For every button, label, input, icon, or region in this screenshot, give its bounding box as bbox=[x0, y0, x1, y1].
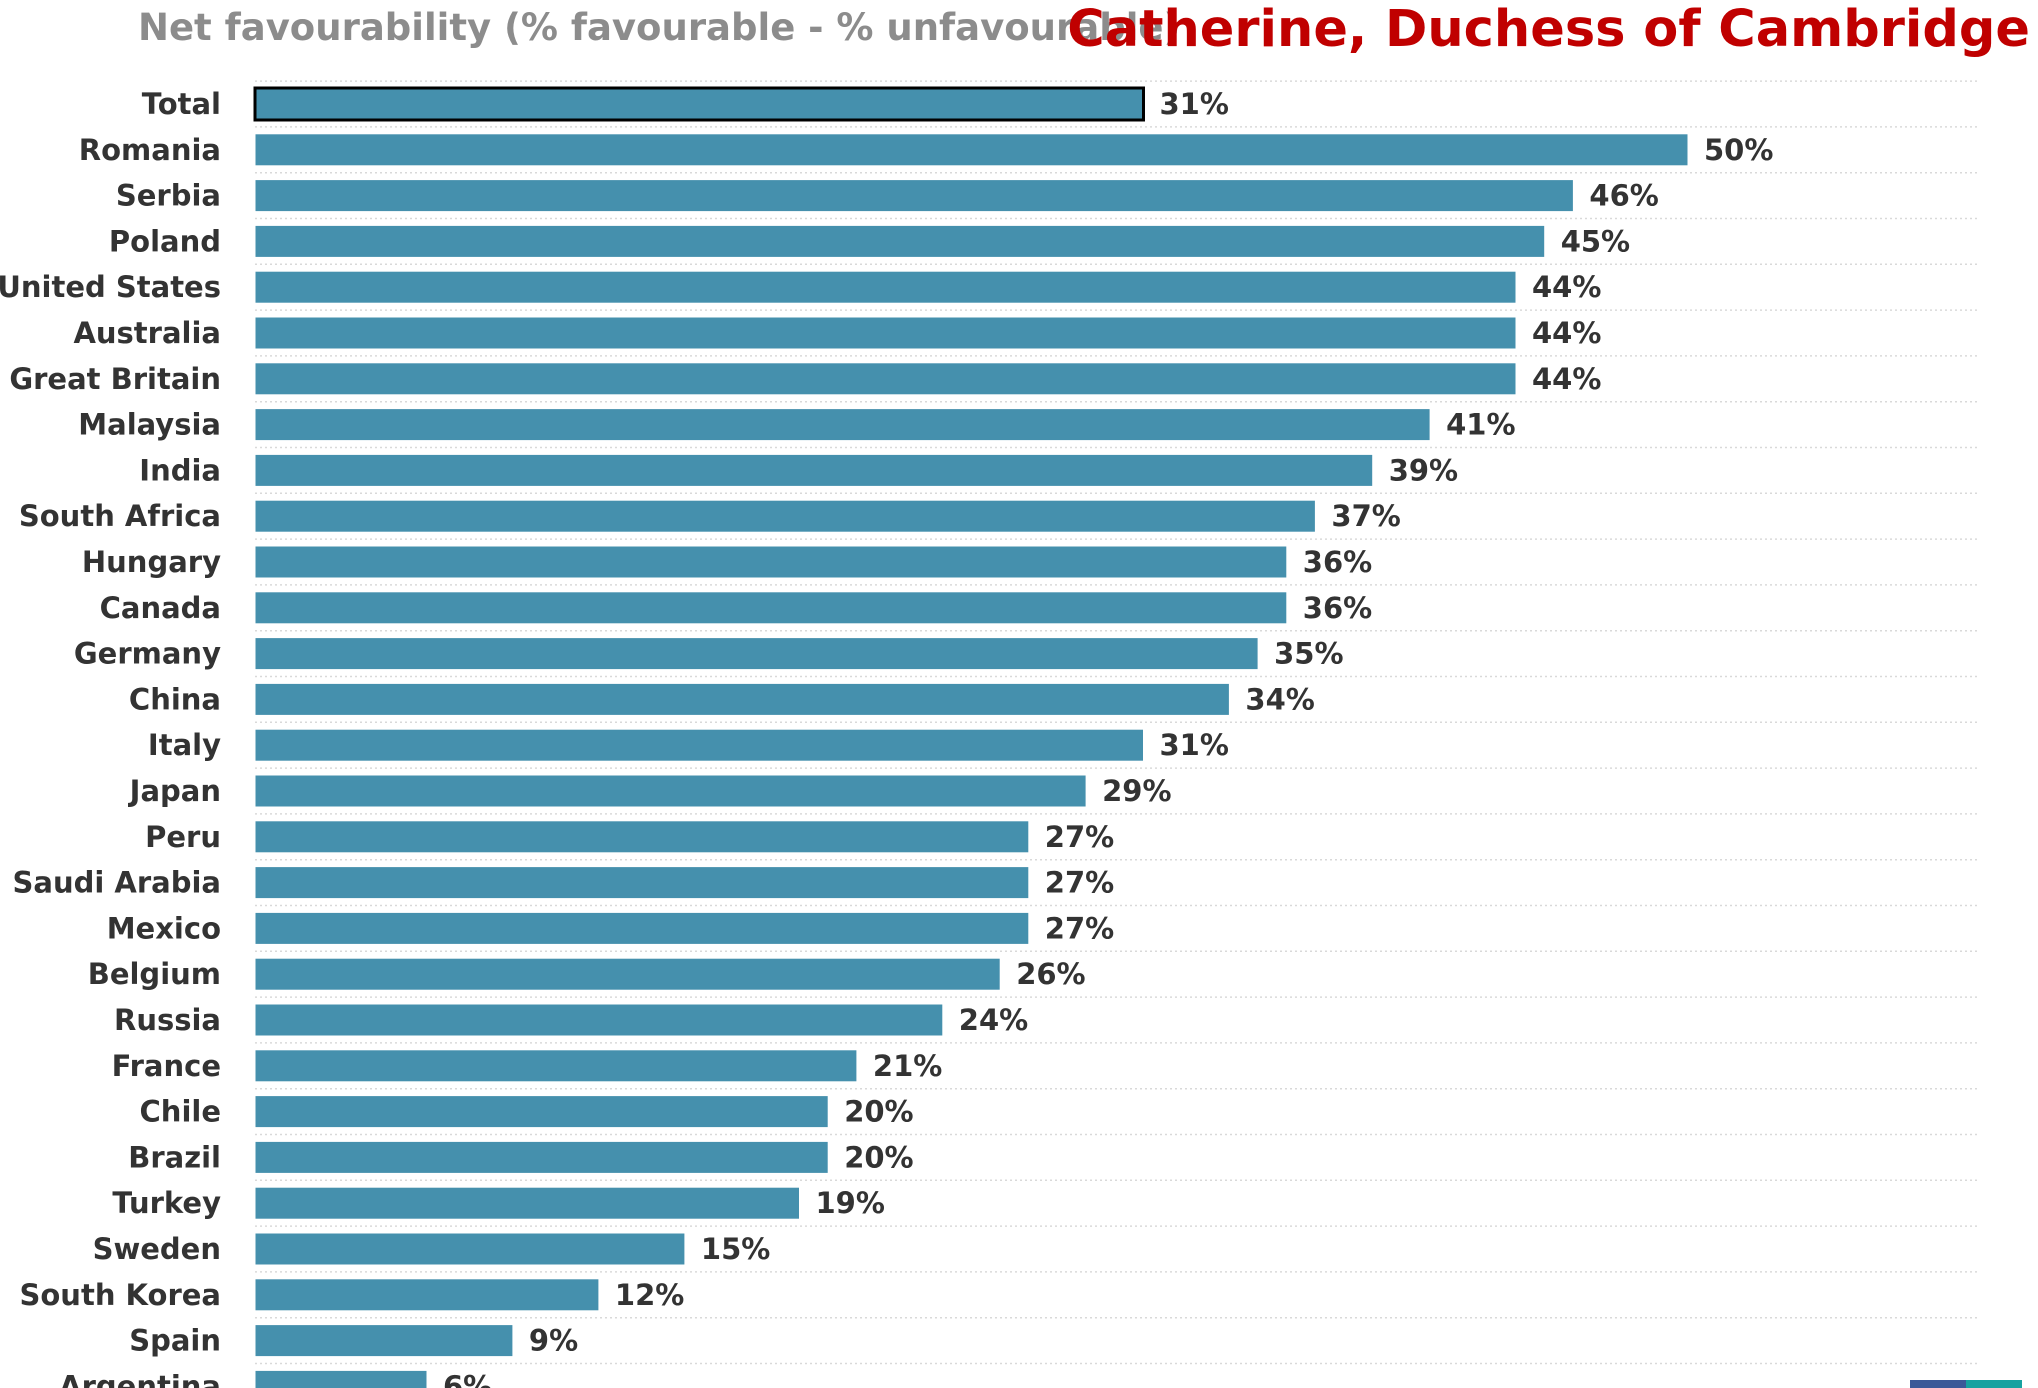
bar-total bbox=[253, 86, 1145, 122]
category-label: Japan bbox=[128, 774, 221, 808]
bar-belgium bbox=[254, 957, 1001, 991]
bar-serbia bbox=[254, 179, 1574, 213]
data-label: 15% bbox=[701, 1232, 770, 1266]
bar-saudi-arabia bbox=[254, 866, 1030, 900]
bar-turkey bbox=[254, 1186, 800, 1220]
data-label: 26% bbox=[1016, 957, 1085, 991]
category-label: Chile bbox=[140, 1095, 221, 1129]
category-label: Malaysia bbox=[78, 408, 221, 442]
chart-subtitle: Catherine, Duchess of Cambridge bbox=[1067, 0, 2030, 59]
category-label: Germany bbox=[74, 637, 221, 671]
bar-germany bbox=[254, 637, 1259, 671]
data-label: 29% bbox=[1102, 774, 1171, 808]
bar-france bbox=[254, 1049, 858, 1083]
category-label: India bbox=[139, 453, 221, 487]
bar-italy bbox=[254, 728, 1144, 762]
bar-chile bbox=[254, 1095, 829, 1129]
chart-title: Net favourability (% favourable - % unfa… bbox=[138, 6, 1181, 49]
category-label: Mexico bbox=[107, 911, 221, 945]
data-label: 31% bbox=[1160, 728, 1229, 762]
bar-romania bbox=[254, 133, 1689, 167]
data-label: 9% bbox=[529, 1324, 578, 1358]
data-label: 39% bbox=[1389, 453, 1458, 487]
bar-japan bbox=[254, 774, 1087, 808]
data-label: 46% bbox=[1589, 179, 1658, 213]
corner-decoration bbox=[1910, 1380, 1966, 1388]
bar-russia bbox=[254, 1003, 944, 1037]
category-label: Spain bbox=[129, 1324, 221, 1358]
category-label: France bbox=[112, 1049, 221, 1083]
category-label: Saudi Arabia bbox=[13, 866, 221, 900]
category-label: Peru bbox=[145, 820, 221, 854]
bar-south-africa bbox=[254, 499, 1316, 533]
corner-decoration bbox=[1966, 1380, 2022, 1388]
category-label: United States bbox=[0, 270, 221, 304]
data-label: 44% bbox=[1532, 270, 1601, 304]
data-label: 36% bbox=[1303, 591, 1372, 625]
bar-poland bbox=[254, 224, 1546, 258]
data-label: 45% bbox=[1561, 224, 1630, 258]
data-label: 27% bbox=[1045, 866, 1114, 900]
bar-china bbox=[254, 682, 1230, 716]
bar-great-britain bbox=[254, 362, 1517, 396]
bar-india bbox=[254, 453, 1374, 487]
category-label: Romania bbox=[79, 133, 221, 167]
bar-sweden bbox=[254, 1232, 686, 1266]
bar-canada bbox=[254, 591, 1288, 625]
data-label: 36% bbox=[1303, 545, 1372, 579]
category-label: Turkey bbox=[112, 1186, 221, 1220]
data-label: 31% bbox=[1160, 87, 1229, 121]
data-label: 44% bbox=[1532, 316, 1601, 350]
category-label: Hungary bbox=[82, 545, 221, 579]
bar-mexico bbox=[254, 911, 1030, 945]
data-label: 12% bbox=[615, 1278, 684, 1312]
category-label: Sweden bbox=[93, 1232, 221, 1266]
category-label: South Africa bbox=[19, 499, 221, 533]
category-label: China bbox=[129, 682, 221, 716]
data-label: 50% bbox=[1704, 133, 1773, 167]
data-label: 37% bbox=[1331, 499, 1400, 533]
category-label: Italy bbox=[148, 728, 221, 762]
data-label: 6% bbox=[443, 1369, 492, 1388]
category-label: Total bbox=[142, 87, 221, 121]
data-label: 19% bbox=[816, 1186, 885, 1220]
category-label: Canada bbox=[100, 591, 221, 625]
data-label: 41% bbox=[1446, 408, 1515, 442]
category-label: Argentina bbox=[59, 1369, 221, 1388]
data-label: 21% bbox=[873, 1049, 942, 1083]
category-label: Russia bbox=[114, 1003, 221, 1037]
data-label: 27% bbox=[1045, 911, 1114, 945]
bar-australia bbox=[254, 316, 1517, 350]
category-label: Serbia bbox=[116, 179, 221, 213]
data-label: 20% bbox=[844, 1140, 913, 1174]
data-label: 24% bbox=[959, 1003, 1028, 1037]
data-label: 20% bbox=[844, 1095, 913, 1129]
labels: Total 31% Romania 50% Serbia 46% Poland 45% Unit… bbox=[0, 87, 1773, 1388]
bar-spain bbox=[254, 1324, 514, 1358]
bar-argentina bbox=[254, 1369, 428, 1388]
bars bbox=[253, 86, 1689, 1388]
bar-malaysia bbox=[254, 408, 1431, 442]
data-label: 27% bbox=[1045, 820, 1114, 854]
bar-hungary bbox=[254, 545, 1288, 579]
gridlines bbox=[255, 80, 1978, 1365]
category-label: Great Britain bbox=[9, 362, 221, 396]
bar-brazil bbox=[254, 1140, 829, 1174]
category-label: South Korea bbox=[20, 1278, 222, 1312]
category-label: Australia bbox=[73, 316, 221, 350]
category-label: Belgium bbox=[88, 957, 221, 991]
bar-peru bbox=[254, 820, 1030, 854]
data-label: 34% bbox=[1245, 682, 1314, 716]
category-label: Poland bbox=[109, 224, 221, 258]
data-label: 35% bbox=[1274, 637, 1343, 671]
data-label: 44% bbox=[1532, 362, 1601, 396]
bar-south-korea bbox=[254, 1278, 600, 1312]
bar-united-states bbox=[254, 270, 1517, 304]
category-label: Brazil bbox=[128, 1140, 221, 1174]
